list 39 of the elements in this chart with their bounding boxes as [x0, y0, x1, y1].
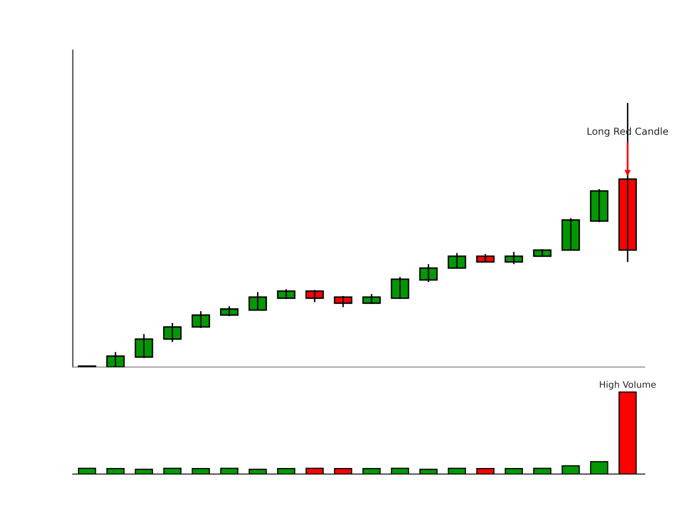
candlestick	[134, 333, 154, 359]
bar	[277, 468, 296, 474]
bar	[334, 468, 352, 474]
bar	[248, 468, 267, 474]
candlestick	[476, 253, 495, 263]
bar	[220, 468, 238, 474]
bar	[163, 468, 182, 474]
bar	[618, 392, 637, 474]
bar	[590, 461, 608, 474]
bar	[476, 468, 494, 474]
candlestick	[192, 310, 210, 329]
candlestick	[533, 248, 552, 257]
bar	[192, 468, 210, 474]
candlestick	[561, 217, 580, 251]
bar	[504, 468, 523, 474]
bar	[306, 468, 324, 474]
candlestick	[220, 305, 239, 317]
candlestick	[390, 276, 410, 300]
candlestick	[362, 293, 381, 305]
bar	[419, 468, 438, 474]
bar	[448, 468, 466, 474]
annotation: High Volume	[600, 380, 656, 390]
candlestick	[106, 351, 125, 368]
bar	[562, 465, 580, 474]
bar	[106, 468, 125, 474]
candlestick	[419, 263, 438, 283]
bar	[390, 468, 410, 474]
candlestick	[276, 288, 296, 300]
candlestick	[590, 188, 608, 223]
bar	[362, 468, 381, 474]
candlestick	[248, 291, 267, 311]
candlestick	[305, 289, 324, 303]
candlestick	[163, 322, 182, 343]
bar	[533, 468, 552, 474]
candlestick	[334, 295, 352, 308]
candlestick	[448, 252, 466, 269]
candlestick	[504, 251, 524, 265]
bar	[134, 468, 154, 474]
bar	[78, 468, 96, 474]
